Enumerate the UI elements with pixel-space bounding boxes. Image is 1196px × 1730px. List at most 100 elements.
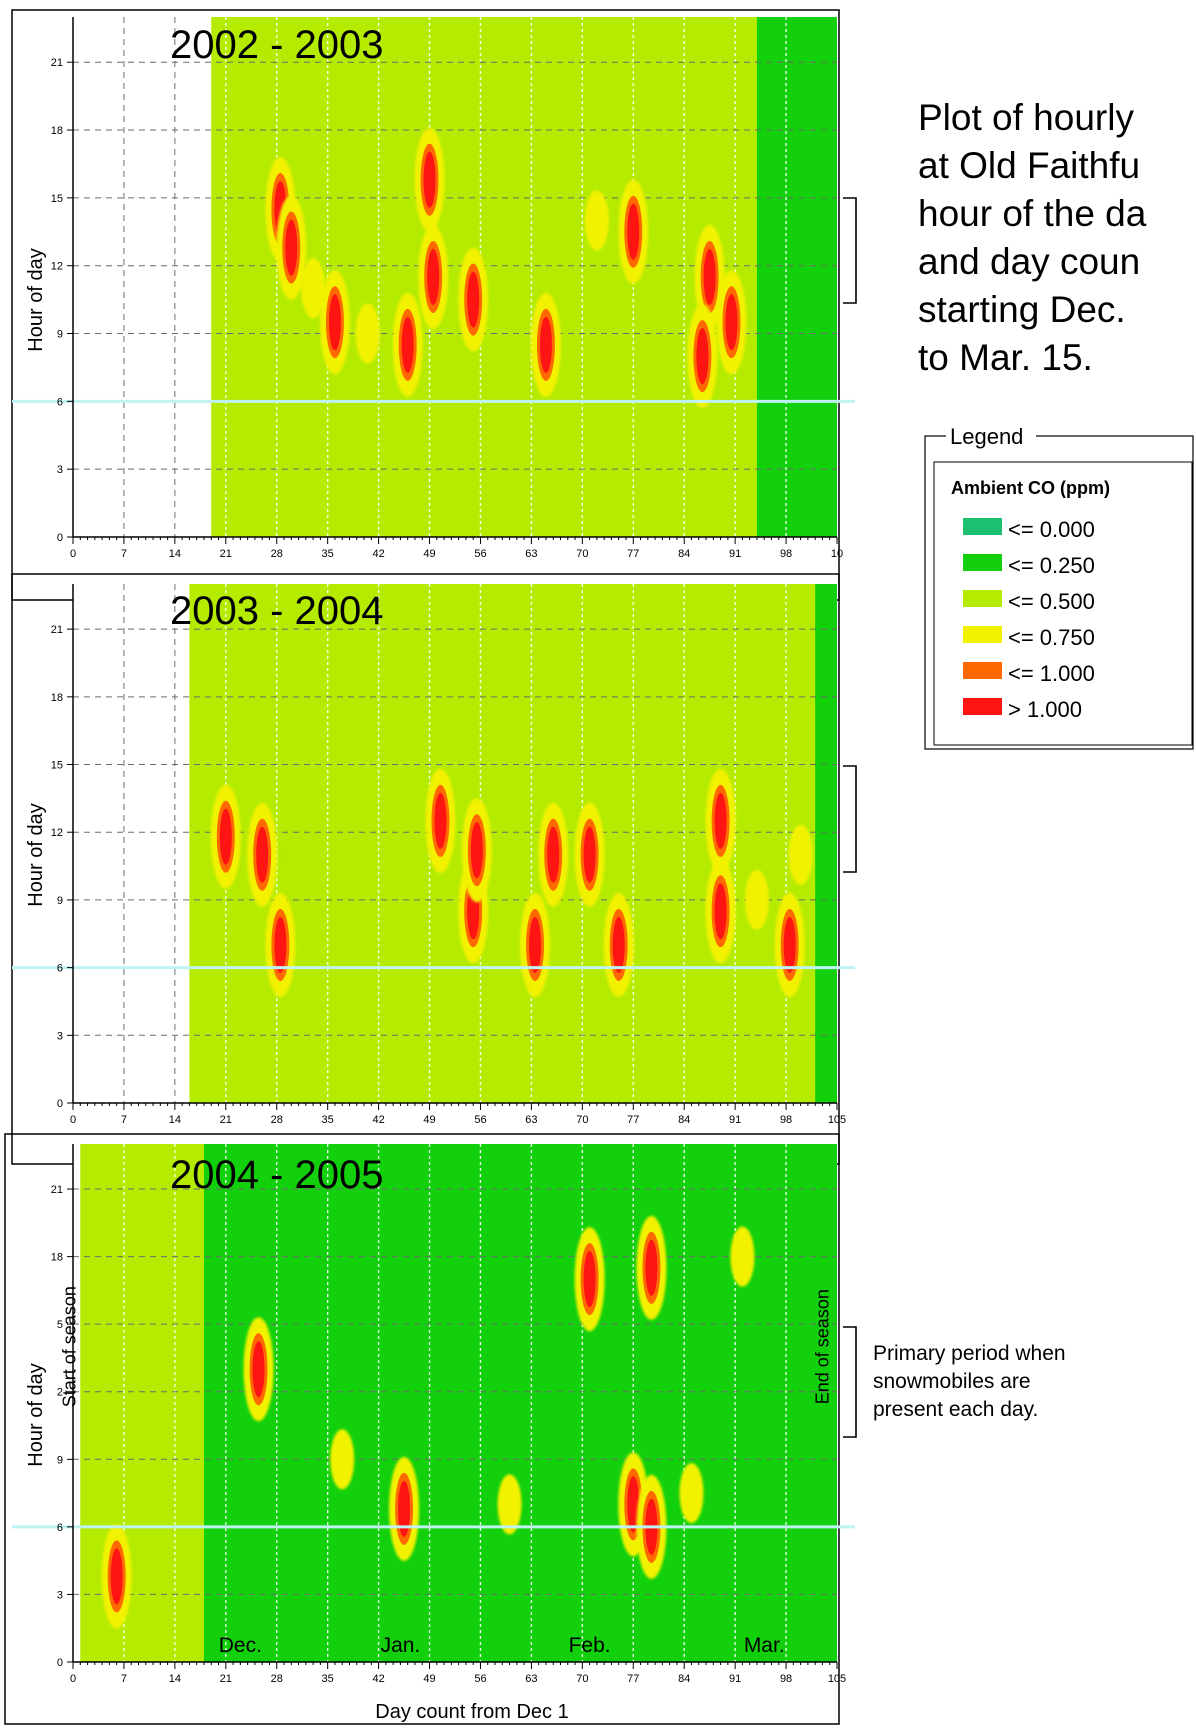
y-tick-label: 18 [51, 692, 63, 704]
panel-frame [4, 1133, 840, 1725]
co-hotspot [627, 1476, 640, 1533]
x-tick-label: 0 [70, 548, 76, 560]
season-end-label: End of season [812, 1289, 832, 1404]
x-tick-label: 49 [423, 1673, 435, 1685]
legend-label: > 1.000 [1008, 697, 1082, 722]
note-line: present each day. [873, 1398, 1038, 1421]
co-hotspot [703, 249, 716, 305]
legend: Legend Ambient CO (ppm) <= 0.000 <= 0.250… [924, 424, 1194, 750]
legend-swatch [963, 554, 1002, 571]
co-hotspot [398, 1480, 411, 1537]
x-tick-label: 10 [831, 548, 843, 560]
y-tick-label: 5 [57, 1319, 63, 1331]
co-hotspot [256, 826, 269, 883]
chart-panel-2002-2003: 0 7 14 21 28 35 42 49 56 63 70 77 84 91 98 10 0 3 6 9 12 15 18… [11, 9, 857, 601]
co-hotspot [274, 917, 287, 974]
y-tick-label: 3 [57, 1030, 63, 1042]
co-hotspot [427, 249, 440, 305]
x-axis-title: Day count from Dec 1 [375, 1701, 568, 1723]
legend-swatch [963, 626, 1002, 643]
co-hotspot [467, 271, 480, 328]
co-hotspot [423, 151, 436, 208]
snowmobile-period-bracket [843, 197, 857, 304]
x-tick-label: 49 [423, 1114, 435, 1126]
x-tick-label: 35 [322, 548, 334, 560]
description-line: starting Dec. [918, 289, 1126, 330]
co-hotspot [285, 219, 298, 276]
legend-swatch [963, 662, 1002, 679]
y-tick-label: 6 [57, 1522, 63, 1534]
co-hotspot-moderate [679, 1463, 704, 1524]
x-tick-label: 28 [271, 1114, 283, 1126]
x-tick-label: 91 [729, 1673, 741, 1685]
x-tick-label: 98 [780, 1673, 792, 1685]
co-hotspot-moderate [497, 1474, 522, 1535]
x-tick-label: 70 [576, 1114, 588, 1126]
low-co-fill [815, 584, 837, 1103]
legend-title: Ambient CO (ppm) [951, 478, 1110, 498]
x-tick-label: 21 [220, 1673, 232, 1685]
co-hotspot [401, 316, 414, 373]
x-tick-label: 7 [121, 1673, 127, 1685]
co-hotspot [725, 294, 738, 351]
co-hotspot [583, 1251, 596, 1308]
y-axis-title: Hour of day [25, 1363, 47, 1466]
season-fill [189, 584, 837, 1103]
legend-items: <= 0.000 <= 0.250 <= 0.500 <= 0.750 <= 1.000… [963, 517, 1095, 722]
co-hotspot-moderate [730, 1226, 755, 1287]
season-labels: Start of season End of season [59, 1286, 832, 1407]
co-hotspot [714, 792, 727, 849]
month-label: Jan. [381, 1634, 421, 1657]
y-tick-label: 9 [57, 1454, 63, 1466]
chart-title: 2002 - 2003 [170, 23, 384, 67]
snowmobile-period-bracket [843, 1326, 857, 1438]
plot-area: 0 7 14 21 28 35 42 49 56 63 70 77 84 91 98 105 0 3 6 9 2 5 18 2… [12, 1144, 855, 1685]
co-hotspot [783, 917, 796, 974]
co-hotspot [110, 1548, 123, 1605]
legend-swatch [963, 590, 1002, 607]
x-tick-label: 70 [576, 548, 588, 560]
x-tick-label: 98 [780, 1114, 792, 1126]
y-tick-label: 15 [51, 193, 63, 205]
legend-label: <= 0.750 [1008, 625, 1095, 650]
co-hotspot [529, 917, 542, 974]
legend-frame-title: Legend [950, 424, 1023, 449]
y-tick-label: 6 [57, 963, 63, 975]
legend-swatch [963, 518, 1002, 535]
x-tick-label: 77 [627, 548, 639, 560]
x-tick-label: 91 [729, 1114, 741, 1126]
season-start-label: Start of season [59, 1286, 79, 1407]
low-co-fill [203, 1144, 837, 1662]
y-tick-label: 21 [51, 57, 63, 69]
month-label: Dec. [219, 1634, 262, 1657]
y-tick-label: 12 [51, 827, 63, 839]
x-tick-label: 35 [322, 1114, 334, 1126]
co-hotspot [627, 203, 640, 260]
y-tick-label: 0 [57, 1098, 63, 1110]
description-line: to Mar. 15. [918, 337, 1093, 378]
chart-title: 2003 - 2004 [170, 589, 384, 633]
description-line: at Old Faithfu [918, 145, 1140, 186]
x-tick-label: 84 [678, 1673, 690, 1685]
legend-inner-frame [933, 461, 1193, 746]
y-tick-label: 0 [57, 1657, 63, 1669]
co-hotspot-moderate [301, 258, 326, 319]
x-tick-label: 91 [729, 548, 741, 560]
description-line: Plot of hourly [918, 97, 1134, 138]
co-hotspot-moderate [744, 869, 769, 930]
x-tick-label: 70 [576, 1673, 588, 1685]
co-hotspot [612, 917, 625, 974]
y-tick-label: 15 [51, 760, 63, 772]
y-tick-label: 0 [57, 532, 63, 544]
x-tick-label: 56 [474, 1114, 486, 1126]
co-hotspot-moderate [330, 1429, 355, 1490]
x-tick-label: 14 [169, 1673, 181, 1685]
co-hotspot [252, 1341, 265, 1398]
plot-area: 0 7 14 21 28 35 42 49 56 63 70 77 84 91 98 10 0 3 6 9 12 15 18… [12, 17, 855, 560]
x-tick-label: 49 [423, 548, 435, 560]
y-tick-label: 2 [57, 1387, 63, 1399]
y-tick-label: 12 [51, 261, 63, 273]
x-tick-label: 56 [474, 548, 486, 560]
x-tick-label: 63 [525, 1114, 537, 1126]
legend-swatch [963, 698, 1002, 715]
